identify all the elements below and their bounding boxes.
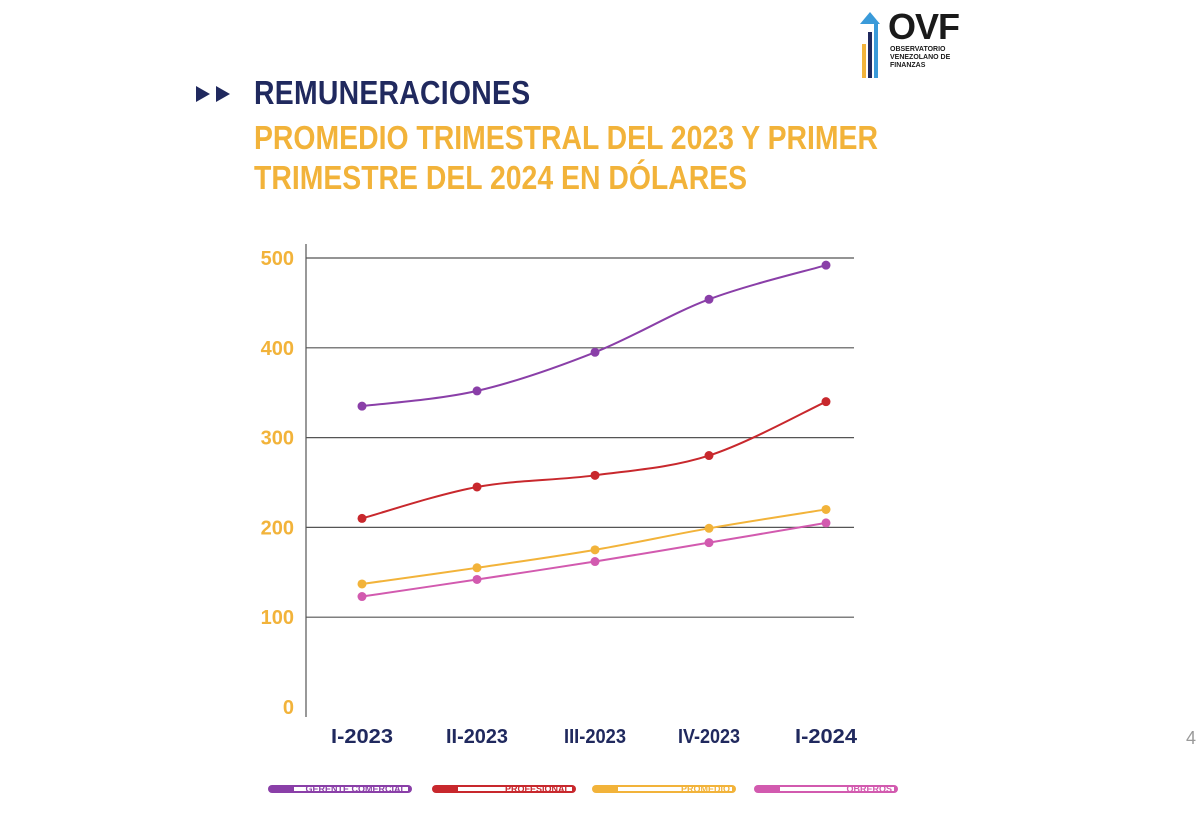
legend-label: PROMEDIO — [681, 784, 730, 794]
y-tick-label: 500 — [261, 248, 294, 270]
y-tick-label: 400 — [261, 338, 294, 360]
grid-lines — [305, 244, 854, 717]
ovf-logo-icon — [860, 12, 880, 78]
chart-subtitle: PROMEDIO TRIMESTRAL DEL 2023 Y PRIMER TR… — [254, 118, 878, 198]
series-line-1 — [361, 400, 827, 520]
y-tick-label: 100 — [261, 607, 294, 629]
data-point — [357, 592, 367, 602]
legend-label: OBREROS — [846, 784, 892, 794]
data-point — [704, 451, 714, 461]
x-tick-label: II-2023 — [446, 726, 508, 748]
data-point — [821, 504, 831, 514]
series-line-0 — [361, 264, 827, 408]
logo-name: OVF — [888, 6, 960, 47]
data-point — [704, 523, 714, 533]
y-tick-label: 300 — [261, 428, 294, 450]
data-point — [704, 294, 714, 304]
x-tick-label: III-2023 — [564, 726, 626, 748]
data-point — [357, 513, 367, 523]
data-point — [821, 397, 831, 407]
y-axis-ticks: 0 100 200 300 400 500 — [261, 248, 294, 719]
x-tick-label: I-2023 — [331, 726, 393, 748]
page-number: 4 — [1186, 728, 1197, 748]
data-point — [590, 347, 600, 357]
data-point — [821, 260, 831, 270]
subtitle-line-1: PROMEDIO TRIMESTRAL DEL 2023 Y PRIMER — [254, 119, 878, 156]
data-point — [472, 574, 482, 584]
data-point — [590, 545, 600, 555]
legend-label: PROFESIONAL — [505, 784, 571, 794]
data-point — [821, 518, 831, 528]
series-lines — [357, 260, 831, 602]
logo-subtitle: OBSERVATORIO VENEZOLANO DE FINANZAS — [890, 46, 951, 69]
x-tick-label: IV-2023 — [678, 726, 740, 748]
data-point — [704, 538, 714, 548]
data-point — [357, 579, 367, 589]
data-point — [472, 563, 482, 573]
data-point — [472, 386, 482, 396]
section-title: REMUNERACIONES — [254, 74, 531, 111]
y-tick-label: 200 — [261, 517, 294, 539]
double-arrow-icon — [196, 86, 230, 102]
y-tick-label: 0 — [283, 697, 294, 719]
data-point — [590, 470, 600, 480]
x-tick-label: I-2024 — [795, 726, 858, 748]
legend: GERENTE COMERCIAL PROFESIONAL PROMEDIO OBRE… — [268, 784, 898, 794]
legend-label: GERENTE COMERCIAL — [305, 784, 406, 794]
data-point — [590, 557, 600, 567]
subtitle-line-2: TRIMESTRE DEL 2024 EN DÓLARES — [254, 159, 748, 196]
data-point — [472, 482, 482, 492]
data-point — [357, 401, 367, 411]
x-axis-ticks: I-2023 II-2023 III-2023 IV-2023 I-2024 — [331, 726, 858, 748]
